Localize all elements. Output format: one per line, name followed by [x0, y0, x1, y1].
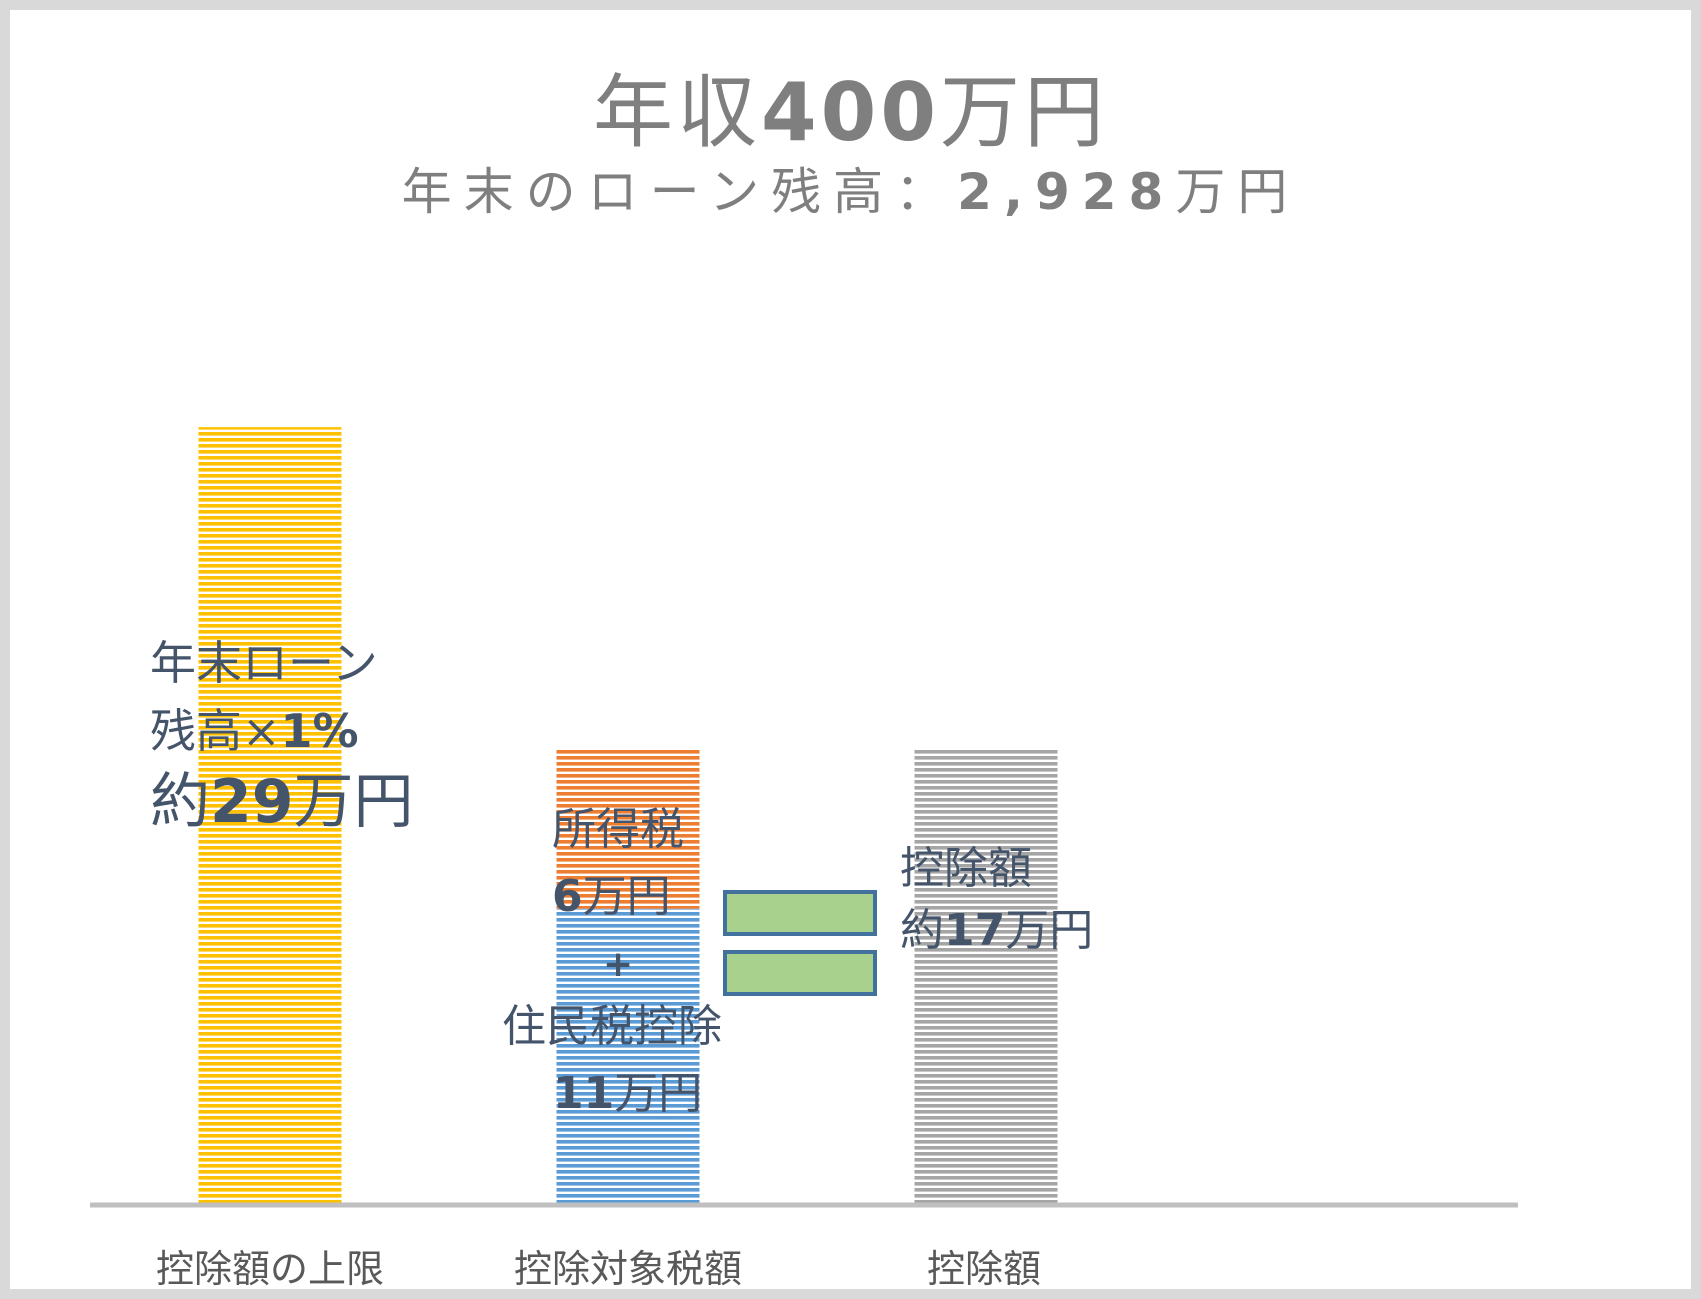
chart-subtitle: 年末のローン残高：2,928万円 — [0, 152, 1701, 224]
resident-tax-amount: 11万円 — [553, 1072, 702, 1116]
title-amount: 400 — [761, 66, 940, 159]
deduction-number: 17 — [944, 905, 1006, 956]
category-label-target-tax: 控除対象税額 — [513, 1247, 742, 1291]
bar-0-segment-0 — [198, 427, 342, 1204]
subtitle-amount: 2,928 — [957, 163, 1176, 221]
bar-1-segment-0 — [556, 908, 700, 1203]
subtitle-suffix: 万円 — [1175, 163, 1300, 221]
deduction-amount: 約17万円 — [900, 909, 1093, 953]
resident-tax-number: 11 — [553, 1068, 615, 1119]
bars-group — [198, 427, 1058, 1204]
cap-label-line1: 年末ローン — [150, 636, 378, 690]
category-label-cap: 控除額の上限 — [155, 1247, 384, 1291]
subtitle-prefix: 年末のローン残高： — [401, 163, 958, 221]
cap-label-line2-text: 残高× — [150, 704, 281, 758]
deduction-unit: 万円 — [1005, 905, 1094, 956]
income-tax-amount: 6万円 — [552, 875, 671, 919]
cap-label-prefix: 約 — [150, 767, 210, 837]
title-suffix: 万円 — [940, 66, 1108, 159]
plus-sign-text: + — [603, 944, 634, 985]
equals-sign — [723, 890, 877, 996]
plus-sign: + — [603, 947, 633, 983]
bar-1-segment-1 — [556, 748, 700, 909]
cap-label-line2-pct: 1% — [280, 704, 359, 758]
category-label-deduction: 控除額 — [926, 1247, 1041, 1291]
equals-bar-top — [723, 890, 877, 936]
cap-label-unit: 万円 — [293, 767, 414, 837]
equals-bar-bottom — [723, 950, 877, 996]
title-prefix: 年収 — [593, 66, 761, 159]
income-tax-number: 6 — [552, 871, 583, 922]
bar-2-segment-0 — [914, 748, 1058, 1203]
income-tax-label: 所得税 — [552, 804, 684, 855]
income-tax-unit: 万円 — [582, 871, 671, 922]
chart-title: 年収400万円 — [0, 48, 1701, 164]
resident-tax-unit: 万円 — [614, 1068, 703, 1119]
cap-label-line3: 約29万円 — [150, 772, 414, 832]
deduction-label: 控除額 — [900, 843, 1032, 894]
cap-label-number: 29 — [210, 767, 294, 837]
deduction-prefix: 約 — [900, 905, 944, 956]
cap-label-line2: 残高×1% — [150, 708, 359, 754]
resident-tax-label: 住民税控除 — [502, 1001, 722, 1052]
